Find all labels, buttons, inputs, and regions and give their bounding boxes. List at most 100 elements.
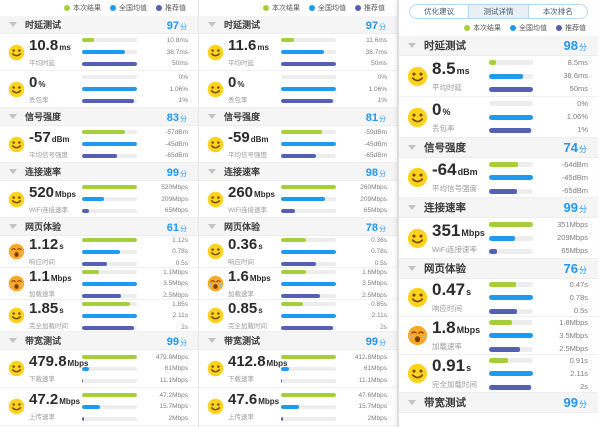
comparison-bars: [82, 392, 137, 421]
collapse-chevron-icon[interactable]: [9, 22, 17, 27]
metric-value-block: 47.6Mbps 上传速率: [228, 392, 279, 421]
metric-meta: -59dBm 平均信号强度: [207, 130, 281, 159]
metric-label: 加载速率: [228, 291, 254, 298]
bar-fill: [82, 249, 121, 254]
metric-value-number: -64: [432, 160, 457, 179]
collapse-chevron-icon[interactable]: [208, 22, 216, 27]
section-header-2[interactable]: 连接速率 98分: [199, 163, 397, 181]
bar-value-label: -45dBm: [364, 140, 387, 148]
section-title: 网页体验: [424, 263, 466, 275]
bar-track: [281, 354, 336, 359]
collapse-chevron-icon[interactable]: [9, 338, 17, 343]
bar-fill: [489, 73, 523, 79]
bar-value-label: 0.5s: [573, 305, 588, 315]
metric-label: 平均信号强度: [29, 151, 68, 159]
tab-test-details[interactable]: 测试详情: [468, 5, 528, 18]
bar-value-label: 61Mbps: [363, 365, 387, 372]
bar-fill: [281, 378, 283, 383]
tab-optimization-advice[interactable]: 优化建议: [424, 7, 455, 16]
collapse-chevron-icon[interactable]: [208, 169, 216, 174]
section-score: 76分: [564, 260, 587, 278]
bar-track: [82, 209, 137, 213]
comparison-bars: [82, 130, 137, 158]
metric-meta: 260Mbps WiFi连接速率: [207, 185, 281, 214]
section-header-0[interactable]: 时延测试 97分: [0, 16, 198, 34]
section-header-1[interactable]: 信号强度 74分: [399, 138, 598, 158]
collapse-chevron-icon[interactable]: [9, 169, 17, 174]
bar-fill: [489, 371, 533, 376]
bar-fill: [82, 293, 122, 298]
comparison-values: 1.6Mbps 3.5Mbps 2.5Mbps: [343, 269, 387, 299]
bar-track: [489, 295, 533, 300]
section-header-0[interactable]: 时延测试 97分: [199, 16, 397, 34]
metric-value-block: -57dBm 平均信号强度: [29, 130, 69, 159]
bar-value-label: 0%: [178, 74, 188, 81]
collapse-chevron-icon[interactable]: [9, 114, 17, 119]
bar-value-label: 2s: [580, 381, 588, 391]
section-header-2[interactable]: 连接速率 99分: [399, 198, 598, 218]
collapse-chevron-icon[interactable]: [9, 224, 17, 229]
section-header-2[interactable]: 连接速率 99分: [0, 163, 198, 181]
section-header-4[interactable]: 带宽测试 99分: [199, 332, 397, 350]
metric-value: 479.8Mbps: [29, 354, 88, 371]
legend-dot-icon: [156, 5, 162, 11]
section-header-4[interactable]: 带宽测试 99分: [399, 393, 598, 413]
comparison-bars: [489, 281, 533, 314]
collapse-chevron-icon[interactable]: [208, 224, 216, 229]
happy-emoji-icon: [407, 287, 428, 308]
legend-dot-icon: [510, 25, 516, 31]
section-header-4[interactable]: 带宽测试 99分: [0, 332, 198, 350]
legend-label: 推荐值: [565, 25, 586, 32]
collapse-chevron-icon[interactable]: [408, 266, 416, 271]
bar-track: [82, 313, 137, 318]
happy-emoji-icon: [407, 107, 428, 128]
section-header-1[interactable]: 信号强度 81分: [199, 108, 397, 126]
section-header-3[interactable]: 网页体验 76分: [399, 259, 598, 279]
score-unit: 分: [579, 42, 587, 52]
section-score: 99分: [564, 199, 587, 217]
section-header-3[interactable]: 网页体验 61分: [0, 218, 198, 236]
bar-fill: [82, 301, 131, 306]
metric-value-number: 1.6: [228, 268, 249, 285]
comparison-bars: [489, 357, 533, 390]
collapse-chevron-icon[interactable]: [208, 338, 216, 343]
section-score: 83分: [167, 108, 187, 126]
bar-fill: [82, 325, 135, 330]
bar-track: [82, 75, 137, 79]
bar-value-label: 2.11s: [172, 312, 188, 319]
result-panel-2: 本次结果 全国均值 推荐值 时延测试 97分 11.6ms 平均时延 11.6ms 38.7ms…: [199, 0, 398, 427]
metric-row: 47.2Mbps 上传速率 47.2Mbps 15.7Mbps 2Mbps: [0, 388, 198, 426]
metric-value-block: 0.36s 响应时间: [228, 237, 263, 266]
bar-fill: [281, 261, 317, 266]
bar-track: [489, 281, 533, 287]
collapse-chevron-icon[interactable]: [408, 400, 416, 405]
comparison-values: 1.12s 0.78s 0.5s: [144, 237, 188, 267]
metric-value: -59dBm: [228, 130, 268, 147]
section-header-1[interactable]: 信号强度 83分: [0, 108, 198, 126]
metric-row: -64dBm 平均信号强度 -64dBm -45dBm -65dBm: [399, 158, 598, 198]
metric-value: 1.1Mbps: [29, 269, 72, 286]
metric-value: 0%: [29, 75, 49, 92]
bar-track: [82, 62, 137, 66]
comparison-values: 351Mbps 209Mbps 65Mbps: [540, 221, 588, 255]
legend-item-national-average: 全国均值: [110, 3, 147, 13]
legend-label: 本次结果: [73, 5, 101, 12]
section-header-3[interactable]: 网页体验 78分: [199, 218, 397, 236]
comparison-values: -57dBm -45dBm -65dBm: [144, 129, 188, 159]
bar-track: [82, 87, 137, 91]
tab-current-ranking[interactable]: 本次排名: [527, 5, 587, 18]
collapse-chevron-icon[interactable]: [408, 205, 416, 210]
bar-fill: [82, 87, 137, 91]
collapse-chevron-icon[interactable]: [408, 145, 416, 150]
happy-emoji-icon: [207, 243, 224, 260]
bar-value-label: 3.5Mbps: [559, 330, 588, 340]
metric-value-number: 0.85: [228, 300, 258, 317]
bar-track: [82, 378, 137, 383]
metric-value-block: 1.12s 响应时间: [29, 237, 64, 266]
comparison-values: 479.8Mbps 61Mbps 11.1Mbps: [144, 354, 188, 384]
section-header-0[interactable]: 时延测试 98分: [399, 36, 598, 56]
collapse-chevron-icon[interactable]: [408, 43, 416, 48]
legend-dot-icon: [110, 5, 116, 11]
collapse-chevron-icon[interactable]: [208, 114, 216, 119]
bar-fill: [281, 281, 336, 286]
